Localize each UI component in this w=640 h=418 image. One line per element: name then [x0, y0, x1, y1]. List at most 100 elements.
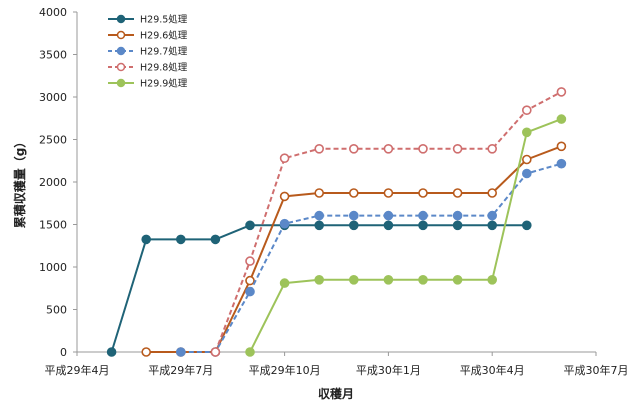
legend-label: H29.7処理 — [140, 46, 188, 58]
legend-label: H29.5処理 — [140, 14, 188, 26]
data-point — [521, 168, 532, 179]
data-point — [556, 158, 567, 169]
data-point — [487, 220, 498, 231]
data-point — [348, 274, 359, 285]
data-point — [487, 274, 498, 285]
data-point — [418, 274, 428, 285]
data-point — [176, 234, 186, 245]
legend-item: H29.8処理 — [108, 62, 188, 74]
data-point — [418, 210, 428, 221]
data-point — [348, 210, 359, 221]
data-point — [314, 210, 325, 221]
data-point — [556, 87, 567, 97]
data-point — [245, 220, 255, 231]
legend-swatch-marker — [116, 46, 126, 56]
data-point — [452, 144, 463, 154]
data-point — [487, 210, 498, 221]
data-point — [141, 234, 151, 245]
legend-label: H29.8処理 — [140, 62, 188, 74]
legend-label: H29.9処理 — [140, 78, 188, 90]
data-point — [348, 188, 359, 198]
data-point — [279, 191, 290, 202]
x-axis-title: 収穫月 — [318, 386, 354, 401]
data-point — [452, 274, 463, 285]
series-line — [180, 162, 562, 353]
y-tick-label: 2000 — [39, 176, 67, 189]
y-tick-label: 1500 — [39, 219, 67, 232]
y-tick-label: 3000 — [39, 91, 67, 104]
series-3 — [176, 158, 567, 357]
legend-swatch-marker — [116, 62, 126, 72]
x-tick-label: 平成29年4月 — [45, 363, 110, 377]
y-tick-label: 0 — [60, 346, 67, 359]
data-point — [556, 141, 567, 152]
data-point — [383, 210, 394, 221]
data-point — [521, 127, 532, 138]
series — [106, 87, 567, 357]
data-point — [452, 188, 463, 198]
data-point — [314, 220, 325, 231]
data-point — [383, 144, 394, 154]
legend-item: H29.7処理 — [108, 46, 188, 58]
data-point — [245, 347, 255, 357]
data-point — [245, 256, 255, 266]
x-tick-label: 平成30年1月 — [356, 363, 421, 377]
series-1 — [106, 220, 532, 357]
data-point — [141, 347, 151, 357]
data-point — [383, 274, 394, 285]
series-line — [110, 224, 527, 353]
data-point — [452, 210, 463, 221]
data-point — [487, 188, 498, 198]
x-ticks: 平成29年4月 平成29年7月 平成29年10月 平成30年1月 平成30年4月 平成30… — [45, 352, 629, 377]
y-ticks: 0 500 1000 1500 2000 2500 3000 3500 4000 — [39, 6, 77, 359]
data-point — [418, 144, 428, 154]
series-5 — [245, 114, 567, 357]
data-point — [245, 286, 255, 297]
legend-swatch-marker — [116, 14, 126, 24]
series-line — [249, 118, 562, 353]
legend-swatch-marker — [116, 30, 126, 40]
data-point — [279, 218, 290, 229]
data-point — [418, 188, 428, 198]
data-point — [314, 144, 325, 154]
legend-item: H29.6処理 — [108, 30, 188, 42]
data-point — [245, 275, 255, 286]
legend: H29.5処理 H29.6処理 H29.7処理 H29.8処理 H29.9処理 — [108, 14, 188, 90]
data-point — [279, 153, 290, 163]
data-point — [176, 347, 186, 357]
y-tick-label: 4000 — [39, 6, 67, 19]
legend-swatch-marker — [116, 78, 126, 88]
data-point — [521, 154, 532, 165]
data-point — [106, 347, 117, 357]
data-point — [452, 220, 463, 231]
y-tick-label: 3500 — [39, 49, 67, 62]
data-point — [210, 234, 221, 245]
data-point — [418, 220, 428, 231]
data-point — [383, 188, 394, 198]
y-tick-label: 1000 — [39, 261, 67, 274]
series-line — [214, 91, 562, 353]
x-tick-label: 平成29年10月 — [249, 363, 321, 377]
data-point — [348, 220, 359, 231]
data-point — [521, 105, 532, 115]
legend-label: H29.6処理 — [140, 30, 188, 42]
data-point — [383, 220, 394, 231]
data-point — [521, 220, 532, 231]
y-axis-title: 累積収穫量（g） — [12, 136, 27, 229]
legend-item: H29.5処理 — [108, 14, 188, 26]
legend-item: H29.9処理 — [108, 78, 188, 90]
data-point — [348, 144, 359, 154]
x-tick-label: 平成30年4月 — [460, 363, 525, 377]
data-point — [314, 274, 325, 285]
data-point — [279, 278, 290, 288]
y-tick-label: 500 — [46, 304, 67, 317]
data-point — [314, 188, 325, 198]
series-4 — [210, 87, 567, 357]
data-point — [487, 144, 498, 154]
series-2 — [141, 141, 567, 357]
y-tick-label: 2500 — [39, 134, 67, 147]
x-tick-label: 平成29年7月 — [148, 363, 213, 377]
data-point — [556, 114, 567, 124]
